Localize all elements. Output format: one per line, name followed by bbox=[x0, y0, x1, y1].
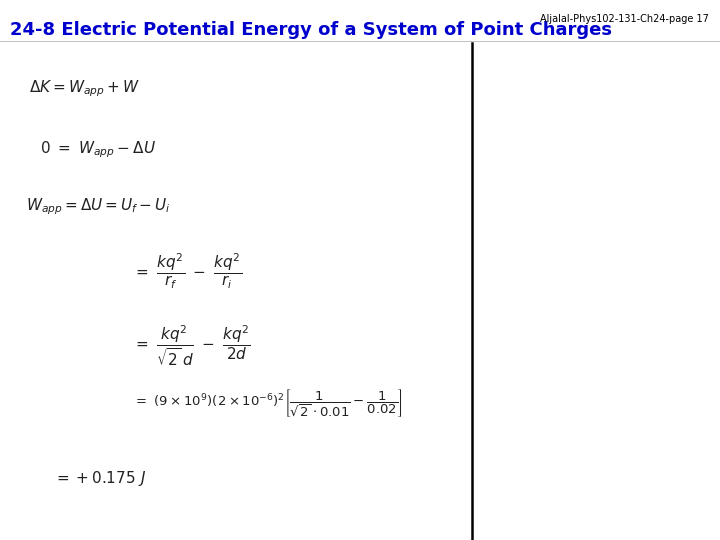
Text: $0 \ = \ W_{app} - \Delta U$: $0 \ = \ W_{app} - \Delta U$ bbox=[40, 139, 156, 160]
Text: $W_{app} = \Delta U = U_f - U_i$: $W_{app} = \Delta U = U_f - U_i$ bbox=[26, 196, 171, 217]
Text: $= +0.175\ J$: $= +0.175\ J$ bbox=[54, 469, 146, 488]
Text: $\Delta K = W_{app} + W$: $\Delta K = W_{app} + W$ bbox=[29, 78, 140, 99]
Text: 24-8 Electric Potential Energy of a System of Point Charges: 24-8 Electric Potential Energy of a Syst… bbox=[10, 21, 612, 38]
Text: $= \ (9 \times 10^9)(2 \times 10^{-6})^2 \left[\dfrac{1}{\sqrt{2}\cdot 0.01} - \: $= \ (9 \times 10^9)(2 \times 10^{-6})^2… bbox=[133, 388, 403, 419]
Text: $= \ \dfrac{kq^2}{\sqrt{2}\,d} \ - \ \dfrac{kq^2}{2d}$: $= \ \dfrac{kq^2}{\sqrt{2}\,d} \ - \ \df… bbox=[133, 324, 251, 368]
Text: $= \ \dfrac{kq^2}{r_f} \ - \ \dfrac{kq^2}{r_i}$: $= \ \dfrac{kq^2}{r_f} \ - \ \dfrac{kq^2… bbox=[133, 252, 243, 292]
Text: Aljalal-Phys102-131-Ch24-page 17: Aljalal-Phys102-131-Ch24-page 17 bbox=[540, 14, 709, 24]
